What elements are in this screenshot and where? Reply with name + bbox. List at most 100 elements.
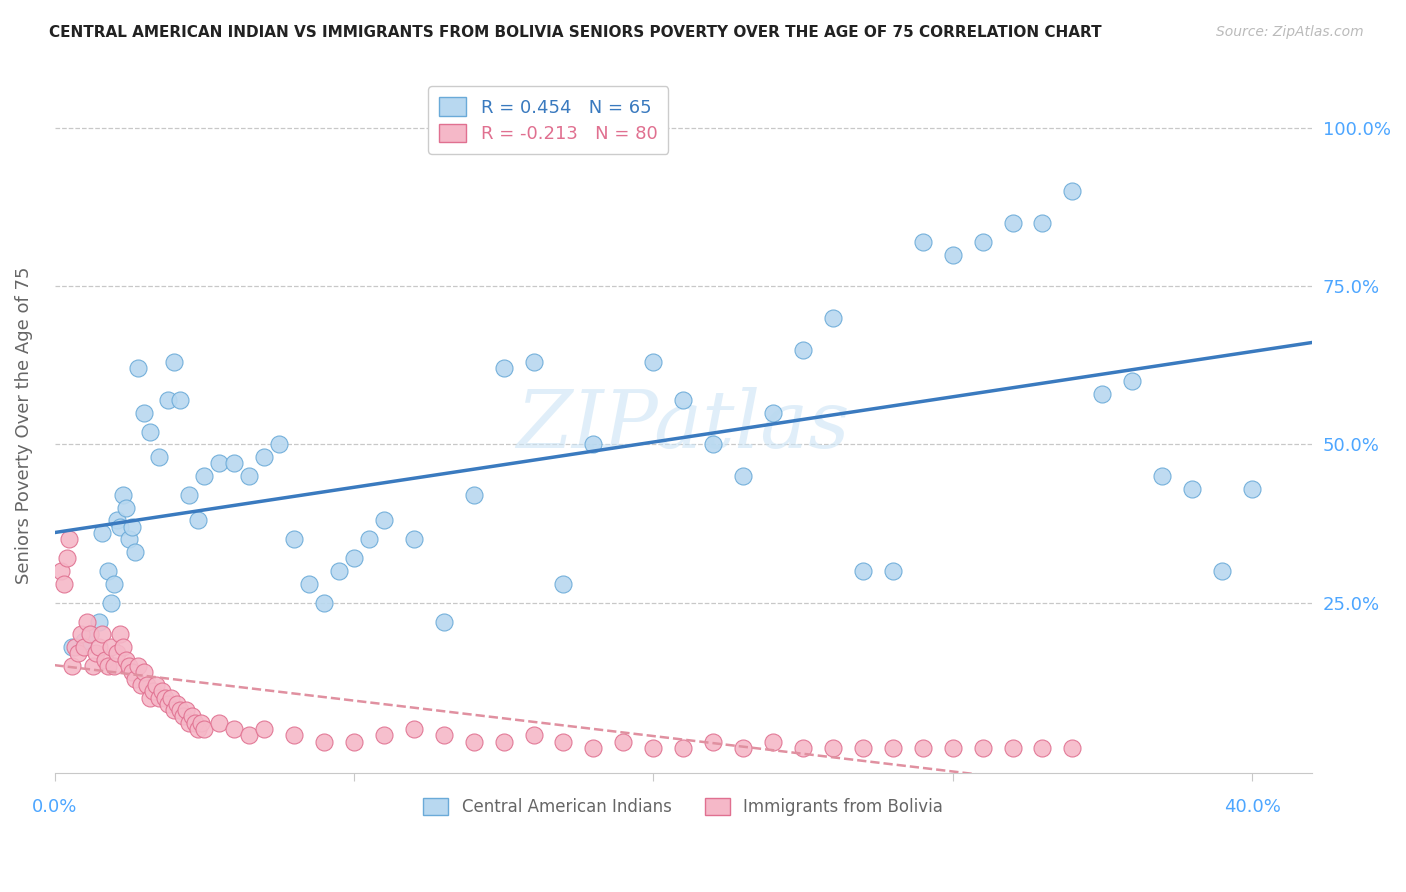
Point [55, 551, 77, 566]
Point [733, 741, 755, 756]
Y-axis label: Seniors Poverty Over the Age of 75: Seniors Poverty Over the Age of 75 [15, 267, 32, 584]
Point [882, 741, 904, 756]
Point [58, 533, 80, 547]
Point [672, 393, 695, 408]
Point [1031, 216, 1053, 230]
Point [169, 703, 191, 717]
Point [492, 361, 515, 376]
Point [911, 235, 934, 249]
Point [112, 488, 135, 502]
Text: 40.0%: 40.0% [1223, 797, 1281, 815]
Point [134, 406, 156, 420]
Point [702, 437, 724, 451]
Text: 0.0%: 0.0% [32, 797, 77, 815]
Point [163, 355, 186, 369]
Point [433, 729, 456, 743]
Point [187, 722, 209, 736]
Point [1001, 741, 1024, 756]
Point [433, 615, 456, 629]
Point [792, 741, 814, 756]
Text: CENTRAL AMERICAN INDIAN VS IMMIGRANTS FROM BOLIVIA SENIORS POVERTY OVER THE AGE : CENTRAL AMERICAN INDIAN VS IMMIGRANTS FR… [49, 25, 1102, 40]
Point [49, 564, 72, 578]
Point [852, 741, 875, 756]
Point [127, 361, 149, 376]
Point [253, 450, 276, 464]
Point [343, 551, 366, 566]
Point [208, 715, 231, 730]
Point [94, 652, 117, 666]
Point [97, 564, 120, 578]
Point [1001, 216, 1024, 230]
Point [157, 697, 180, 711]
Point [139, 425, 162, 439]
Point [193, 469, 215, 483]
Point [139, 690, 162, 705]
Point [187, 513, 209, 527]
Point [522, 729, 544, 743]
Point [79, 627, 101, 641]
Point [73, 633, 96, 648]
Point [62, 640, 84, 654]
Point [124, 672, 146, 686]
Point [179, 715, 201, 730]
Point [103, 576, 125, 591]
Point [73, 640, 96, 654]
Point [821, 310, 844, 325]
Point [238, 729, 260, 743]
Point [762, 735, 785, 749]
Point [253, 722, 276, 736]
Point [82, 658, 104, 673]
Point [1062, 741, 1084, 756]
Point [172, 709, 194, 723]
Point [79, 627, 101, 641]
Point [105, 513, 128, 527]
Point [373, 729, 395, 743]
Point [163, 703, 186, 717]
Point [582, 741, 605, 756]
Point [643, 355, 665, 369]
Point [148, 690, 170, 705]
Point [792, 343, 814, 357]
Point [52, 576, 75, 591]
Point [402, 533, 425, 547]
Point [463, 735, 485, 749]
Point [105, 646, 128, 660]
Point [357, 533, 380, 547]
Point [1240, 482, 1263, 496]
Point [131, 678, 153, 692]
Text: Source: ZipAtlas.com: Source: ZipAtlas.com [1216, 25, 1364, 39]
Point [110, 627, 132, 641]
Point [76, 615, 98, 629]
Point [155, 690, 177, 705]
Point [224, 457, 246, 471]
Point [134, 665, 156, 680]
Point [1062, 184, 1084, 198]
Point [91, 627, 114, 641]
Point [343, 735, 366, 749]
Point [553, 576, 575, 591]
Point [492, 735, 515, 749]
Point [86, 646, 108, 660]
Point [193, 722, 215, 736]
Point [67, 646, 90, 660]
Point [283, 533, 305, 547]
Point [100, 640, 122, 654]
Point [942, 247, 965, 261]
Point [312, 735, 335, 749]
Point [148, 450, 170, 464]
Point [150, 684, 173, 698]
Point [91, 526, 114, 541]
Point [1211, 564, 1233, 578]
Point [1121, 374, 1143, 388]
Point [328, 564, 350, 578]
Point [672, 741, 695, 756]
Point [103, 658, 125, 673]
Point [121, 519, 143, 533]
Point [733, 469, 755, 483]
Point [145, 678, 167, 692]
Point [942, 741, 965, 756]
Point [62, 658, 84, 673]
Point [97, 658, 120, 673]
Point [238, 469, 260, 483]
Point [972, 741, 994, 756]
